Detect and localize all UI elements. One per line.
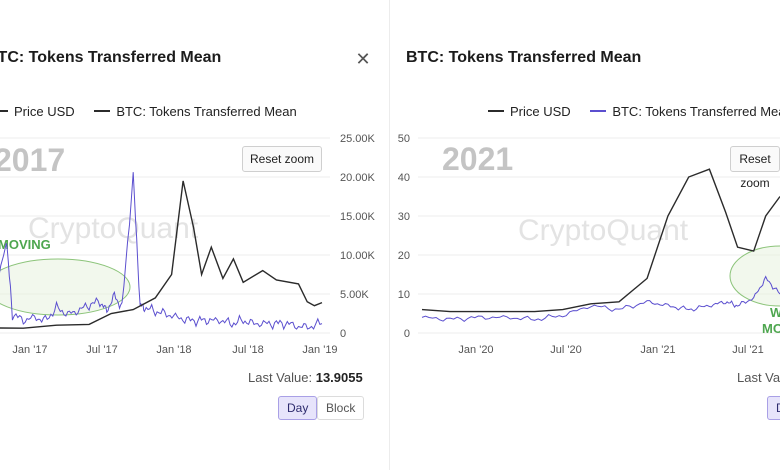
cryptoquant-watermark: CryptoQuant [518, 214, 689, 247]
legend-swatch-price [488, 110, 504, 112]
close-icon[interactable]: ✕ [355, 49, 371, 69]
moving-annotation-1: W [770, 305, 780, 320]
x-tick-label: Jul '20 [550, 344, 581, 356]
series-group [0, 172, 323, 331]
y-tick-label: 50 [398, 133, 410, 145]
annotation-ellipse [0, 258, 131, 316]
grid-lines [0, 137, 330, 334]
y-tick-label: 0 [404, 328, 410, 340]
last-value-label: Last Value: [248, 370, 313, 385]
legend-swatch-price [0, 110, 8, 112]
legend-label-price: Price USD [510, 103, 571, 119]
y-tick-label: 30 [398, 211, 410, 223]
y-tick-label: 20 [398, 250, 410, 262]
day-button[interactable]: D [767, 396, 780, 420]
legend-item-tokens[interactable]: BTC: Tokens Transferred Mean [590, 104, 780, 119]
y-tick-label: 40 [398, 172, 410, 184]
x-tick-label: Jan '19 [302, 344, 337, 356]
legend-item-tokens[interactable]: BTC: Tokens Transferred Mean [94, 103, 297, 119]
last-value-number: 13.9055 [315, 370, 363, 385]
axis-labels: 50 40 30 20 10 0 Jan '20 Jul '20 Jan '21 Jul '21 [398, 133, 764, 356]
chart-title: BTC: Tokens Transferred Mean [406, 49, 642, 66]
right-chart-panel: BTC: Tokens Transferred Mean Price USD B… [396, 0, 780, 470]
series-line-tokens-transferred-mean [421, 275, 780, 323]
x-tick-label: Jan '18 [156, 344, 191, 356]
legend-swatch-tokens [94, 110, 111, 112]
moving-annotation: MOVING [0, 237, 51, 252]
grid-lines [418, 137, 780, 334]
legend-label-price: Price USD [14, 103, 75, 119]
last-value-label: Last Va [737, 370, 780, 385]
series-group [421, 168, 780, 323]
series-line-price-usd [0, 180, 323, 329]
y-tick-label: 10 [398, 289, 410, 301]
reset-zoom-button[interactable]: Reset zoom [242, 146, 323, 172]
year-annotation: 2017 [0, 142, 65, 178]
axis-labels: 25.00K 20.00K 15.00K 10.00K 5.00K 0 Jan '17 Jul… [12, 133, 375, 356]
legend-label-tokens: BTC: Tokens Transferred Mean [612, 103, 780, 119]
annotation-ellipse [729, 245, 780, 307]
x-tick-label: Jan '21 [640, 344, 675, 356]
left-chart-panel: BTC: Tokens Transferred Mean ✕ Price USD… [0, 0, 384, 470]
y-tick-label: 20.00K [340, 172, 376, 184]
block-button[interactable]: Block [317, 396, 365, 420]
reset-zoom-button[interactable]: Reset zoom [730, 146, 780, 190]
legend-label-tokens: BTC: Tokens Transferred Mean [116, 103, 297, 119]
y-tick-label: 10.00K [340, 250, 376, 262]
legend-item-price[interactable]: Price USD [0, 104, 75, 119]
panel-divider [389, 0, 390, 470]
chart-plot-area[interactable]: 2017 CryptoQuant MOVING 25.00K 20.00K 15.0… [0, 0, 384, 470]
y-tick-label: 5.00K [340, 289, 369, 301]
series-line-tokens-transferred-mean [0, 172, 323, 331]
x-tick-label: Jan '20 [458, 344, 493, 356]
y-tick-label: 0 [340, 328, 346, 340]
x-tick-label: Jul '21 [732, 344, 763, 356]
chart-legend: Price USD BTC: Tokens Transferred Mean [0, 100, 313, 119]
x-tick-label: Jul '17 [86, 344, 117, 356]
last-value: Last Value: 13.9055 [248, 370, 363, 385]
legend-item-price[interactable]: Price USD [488, 104, 571, 119]
chart-legend: Price USD BTC: Tokens Transferred Mean [488, 100, 780, 119]
day-button[interactable]: Day [278, 396, 318, 420]
cryptoquant-watermark: CryptoQuant [28, 212, 199, 245]
series-line-price-usd [421, 168, 780, 313]
x-tick-label: Jul '18 [232, 344, 263, 356]
y-tick-label: 15.00K [340, 211, 376, 223]
y-tick-label: 25.00K [340, 133, 376, 145]
chart-title: BTC: Tokens Transferred Mean [0, 49, 222, 66]
x-tick-label: Jan '17 [12, 344, 47, 356]
legend-swatch-tokens [590, 110, 607, 112]
last-value: Last Va [737, 370, 780, 385]
year-annotation: 2021 [442, 141, 513, 177]
chart-plot-area[interactable]: 2021 CryptoQuant W MO 50 40 30 20 10 0 Jan '20… [396, 0, 780, 470]
moving-annotation-2: MO [762, 321, 780, 336]
